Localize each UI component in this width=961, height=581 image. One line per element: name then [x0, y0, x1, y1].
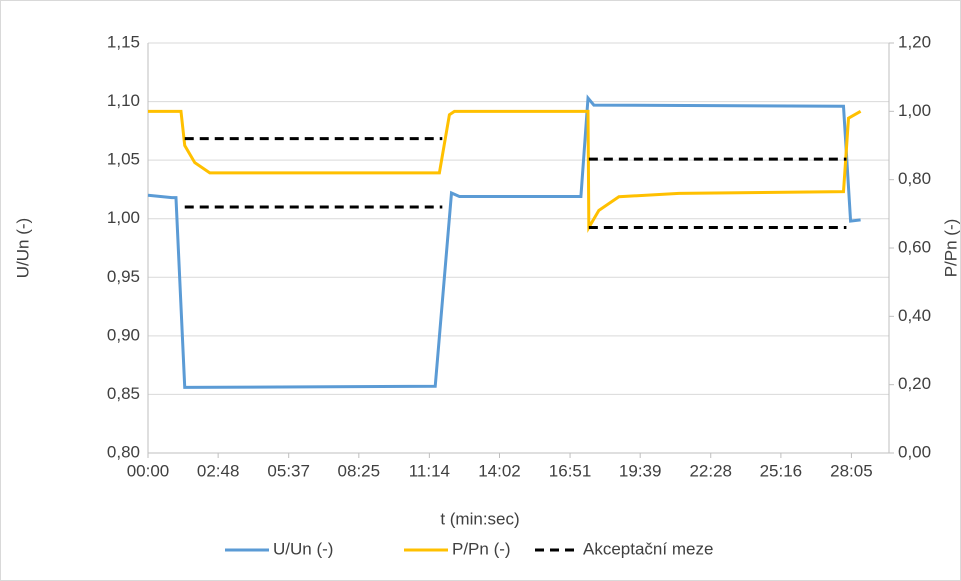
series-line	[184, 137, 847, 229]
y-tick-label: 1,00	[107, 208, 140, 227]
x-tick-label: 25:16	[760, 461, 803, 480]
x-tick-label: 14:02	[478, 461, 521, 480]
y-tick-label: 0,80	[107, 442, 140, 461]
y-tick-label: 0,85	[107, 384, 140, 403]
x-tick-label: 16:51	[549, 461, 592, 480]
x-tick-label: 02:48	[197, 461, 240, 480]
y2-tick-label: 0,80	[898, 169, 931, 188]
y2-tick-label: 0,60	[898, 237, 931, 256]
y-tick-label: 1,15	[107, 32, 140, 51]
y2-tick-label: 1,20	[898, 32, 931, 51]
y2-tick-label: 1,00	[898, 101, 931, 120]
legend-label: Akceptační meze	[583, 539, 713, 558]
y2-tick-label: 0,20	[898, 374, 931, 393]
y2-tick-label: 0,40	[898, 306, 931, 325]
y2-axis-title: P/Pn (-)	[941, 219, 960, 278]
x-tick-label: 00:00	[127, 461, 170, 480]
x-tick-label: 19:39	[619, 461, 662, 480]
x-tick-label: 11:14	[409, 461, 450, 480]
y-axis-title: U/Un (-)	[13, 218, 32, 278]
series-line	[148, 109, 862, 233]
y-tick-label: 0,95	[107, 267, 140, 286]
x-axis-title: t (min:sec)	[440, 509, 519, 528]
x-tick-label: 28:05	[830, 461, 873, 480]
x-tick-label: 05:37	[267, 461, 310, 480]
y2-tick-label: 0,00	[898, 442, 931, 461]
y-tick-label: 1,10	[107, 91, 140, 110]
y-tick-label: 1,05	[107, 150, 140, 169]
legend-label: P/Pn (-)	[452, 539, 511, 558]
series-line	[147, 94, 861, 389]
legend-label: U/Un (-)	[273, 539, 333, 558]
x-tick-label: 22:28	[689, 461, 732, 480]
x-tick-label: 08:25	[338, 461, 381, 480]
y-tick-label: 0,90	[107, 325, 140, 344]
